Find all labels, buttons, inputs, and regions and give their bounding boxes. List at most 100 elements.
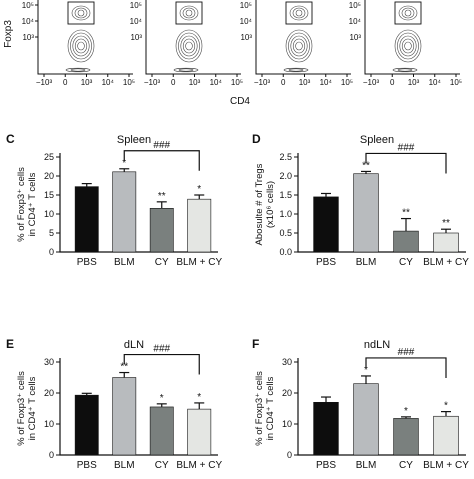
flow-x-tick-label: 10⁵ bbox=[123, 78, 135, 87]
flow-population-contour bbox=[285, 29, 313, 63]
flow-population-contour bbox=[290, 35, 308, 57]
flow-gate-box bbox=[175, 1, 203, 25]
flow-x-tick-label: 0 bbox=[390, 78, 395, 87]
flow-x-tick-label: 10⁵ bbox=[231, 78, 243, 87]
bar-blm bbox=[112, 377, 137, 456]
flow-x-tick-label: 10⁴ bbox=[429, 78, 442, 87]
category-label: CY bbox=[399, 257, 413, 268]
y-tick-label: 20 bbox=[282, 388, 292, 398]
flow-gate-contour bbox=[292, 7, 306, 19]
flow-y-tick-label: 10³ bbox=[240, 33, 252, 42]
flow-population-contour bbox=[67, 29, 95, 63]
flow-gate-contour bbox=[295, 9, 303, 17]
flow-gate-contour bbox=[401, 7, 415, 19]
bar-cy bbox=[149, 208, 174, 253]
significance-marker: ** bbox=[442, 218, 450, 229]
y-tick-label: 0.0 bbox=[279, 247, 292, 257]
category-label: BLM + CY bbox=[423, 257, 469, 268]
flow-population-contour bbox=[70, 32, 92, 60]
flow-x-tick-label: 0 bbox=[281, 78, 286, 87]
comparison-bracket bbox=[365, 152, 447, 174]
flow-gate-box bbox=[67, 1, 95, 25]
flow-low-contour bbox=[173, 67, 199, 73]
comparison-bracket bbox=[123, 353, 200, 375]
flow-x-tick-label: 10³ bbox=[81, 78, 93, 87]
bar-cy bbox=[393, 418, 419, 456]
chart-title: dLN bbox=[124, 339, 144, 351]
y-axis-label: (x10⁶ cells) bbox=[265, 181, 276, 228]
flow-plot-axes bbox=[364, 0, 460, 75]
category-label: CY bbox=[155, 460, 169, 471]
flow-population-contour bbox=[77, 41, 85, 51]
flow-gate-contour bbox=[74, 7, 88, 19]
chart-panel-d: D Spleen 0.0 0.5 1.0 1.5 2.0 2.5 Abosulte # of T… bbox=[252, 132, 469, 268]
flow-population-contour bbox=[178, 32, 200, 60]
flow-low-contour bbox=[65, 67, 91, 73]
flow-y-tick-label: 10³ bbox=[349, 33, 361, 42]
y-tick-label: 0 bbox=[49, 247, 54, 257]
flow-low-contour bbox=[283, 67, 309, 73]
significance-marker: * bbox=[364, 365, 368, 376]
y-tick-label: 0 bbox=[287, 450, 292, 460]
flow-population-contour bbox=[295, 41, 303, 51]
y-tick-label: 20 bbox=[44, 171, 54, 181]
category-label: CY bbox=[155, 257, 169, 268]
flow-y-tick-label: 10⁴ bbox=[22, 17, 35, 26]
panel-letter: C bbox=[6, 132, 15, 146]
bracket-label: ### bbox=[153, 344, 170, 355]
flow-y-axis-title: Foxp3 bbox=[3, 20, 14, 48]
flow-low-contour bbox=[178, 68, 194, 72]
y-tick-label: 10 bbox=[44, 209, 54, 219]
y-axis-label: % of Foxp3⁺ cells bbox=[16, 371, 27, 446]
y-tick-label: 0 bbox=[49, 450, 54, 460]
flow-population-contour bbox=[74, 38, 88, 54]
flow-plot-4: −10³ 0 10³ 10⁴ 10⁵ 10⁵ 10⁴ 10³ bbox=[349, 0, 462, 87]
flow-population-contour bbox=[394, 29, 422, 63]
flow-gate-contour bbox=[185, 9, 193, 17]
significance-marker: * bbox=[122, 158, 126, 169]
flow-plot-3: −10³ 0 10³ 10⁴ 10⁵ 10⁵ 10⁴ 10³ bbox=[240, 0, 353, 87]
flow-population-contour bbox=[397, 32, 419, 60]
bar-blm bbox=[353, 383, 379, 456]
flow-gate-contour bbox=[179, 5, 199, 21]
flow-population-contour bbox=[72, 35, 90, 57]
chart-title: Spleen bbox=[117, 134, 151, 146]
chart-panel-c: C Spleen 0 5 10 15 20 25 % of Foxp3⁺ cells in CD4… bbox=[6, 132, 223, 268]
bar-blm bbox=[353, 173, 379, 253]
y-tick-label: 10 bbox=[44, 419, 54, 429]
category-label: BLM bbox=[114, 257, 135, 268]
y-tick-label: 1.0 bbox=[279, 209, 292, 219]
flow-x-tick-label: 0 bbox=[63, 78, 68, 87]
flow-x-tick-label: −10³ bbox=[36, 78, 53, 87]
flow-x-tick-label: 0 bbox=[171, 78, 176, 87]
category-label: PBS bbox=[77, 460, 97, 471]
flow-low-contour bbox=[397, 68, 413, 72]
y-axis-label: in CD4⁺ T cells bbox=[27, 376, 38, 440]
flow-x-tick-label: 10³ bbox=[299, 78, 311, 87]
flow-plot-axes bbox=[255, 0, 351, 75]
category-label: BLM + CY bbox=[423, 460, 469, 471]
chart-title: ndLN bbox=[364, 339, 390, 351]
bar-pbs bbox=[74, 394, 99, 456]
flow-y-tick-label: 10⁴ bbox=[240, 17, 253, 26]
category-label: BLM + CY bbox=[176, 257, 222, 268]
flow-low-contour bbox=[392, 67, 418, 73]
bar-cy bbox=[393, 230, 419, 253]
y-tick-label: 15 bbox=[44, 190, 54, 200]
flow-x-tick-label: −10³ bbox=[144, 78, 161, 87]
significance-marker: * bbox=[197, 392, 201, 403]
y-axis-label: Abosulte # of Tregs bbox=[254, 163, 265, 245]
bar-pbs bbox=[313, 401, 339, 456]
y-axis-label: in CD4⁺ T cells bbox=[265, 376, 276, 440]
bar-cy bbox=[149, 406, 174, 456]
flow-x-tick-label: 10⁴ bbox=[102, 78, 115, 87]
bracket-label: ### bbox=[398, 142, 415, 153]
category-label: BLM bbox=[356, 257, 377, 268]
flow-x-tick-label: −10³ bbox=[254, 78, 271, 87]
significance-marker: ** bbox=[362, 160, 370, 171]
flow-population-contour bbox=[180, 35, 198, 57]
flow-y-tick-label: 10⁵ bbox=[22, 1, 34, 10]
flow-y-tick-label: 10⁵ bbox=[349, 1, 361, 10]
flow-low-contour bbox=[288, 68, 304, 72]
